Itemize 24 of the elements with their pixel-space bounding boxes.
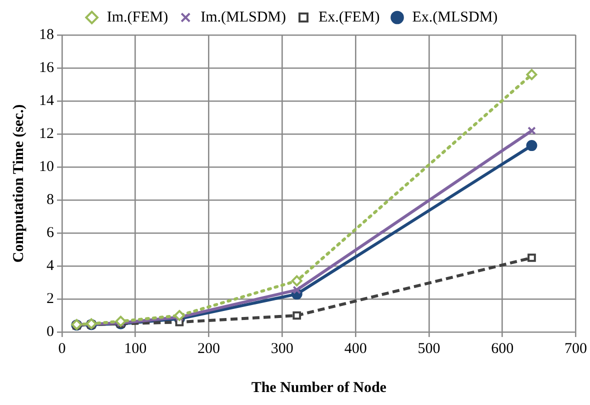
- legend-label: Im.(MLSDM): [200, 9, 286, 26]
- legend-label: Ex.(FEM): [318, 9, 380, 26]
- y-tick-label: 18: [39, 26, 54, 43]
- x-axis-title: The Number of Node: [251, 380, 387, 396]
- legend-label: Im.(FEM): [106, 9, 168, 26]
- legend-label: Ex.(MLSDM): [412, 9, 498, 26]
- y-tick-label: 6: [46, 224, 54, 241]
- y-tick-label: 8: [46, 192, 54, 208]
- x-tick-label: 0: [58, 340, 66, 357]
- y-tick-label: 10: [39, 158, 54, 175]
- y-tick-label: 4: [46, 258, 54, 274]
- x-tick-label: 600: [491, 340, 514, 357]
- y-tick-label: 12: [39, 126, 54, 142]
- x-tick-label: 300: [270, 340, 294, 357]
- x-tick-label: 400: [344, 340, 367, 357]
- x-tick-label: 500: [418, 340, 440, 357]
- x-tick-label: 200: [198, 340, 220, 357]
- y-tick-label: 14: [39, 92, 54, 109]
- x-tick-label: 100: [124, 340, 147, 357]
- y-tick-label: 0: [46, 324, 54, 340]
- x-tick-label: 700: [564, 340, 587, 357]
- y-tick-label: 2: [46, 290, 54, 307]
- y-axis-title: Computation Time (sec.): [10, 104, 27, 263]
- y-tick-label: 16: [39, 60, 54, 76]
